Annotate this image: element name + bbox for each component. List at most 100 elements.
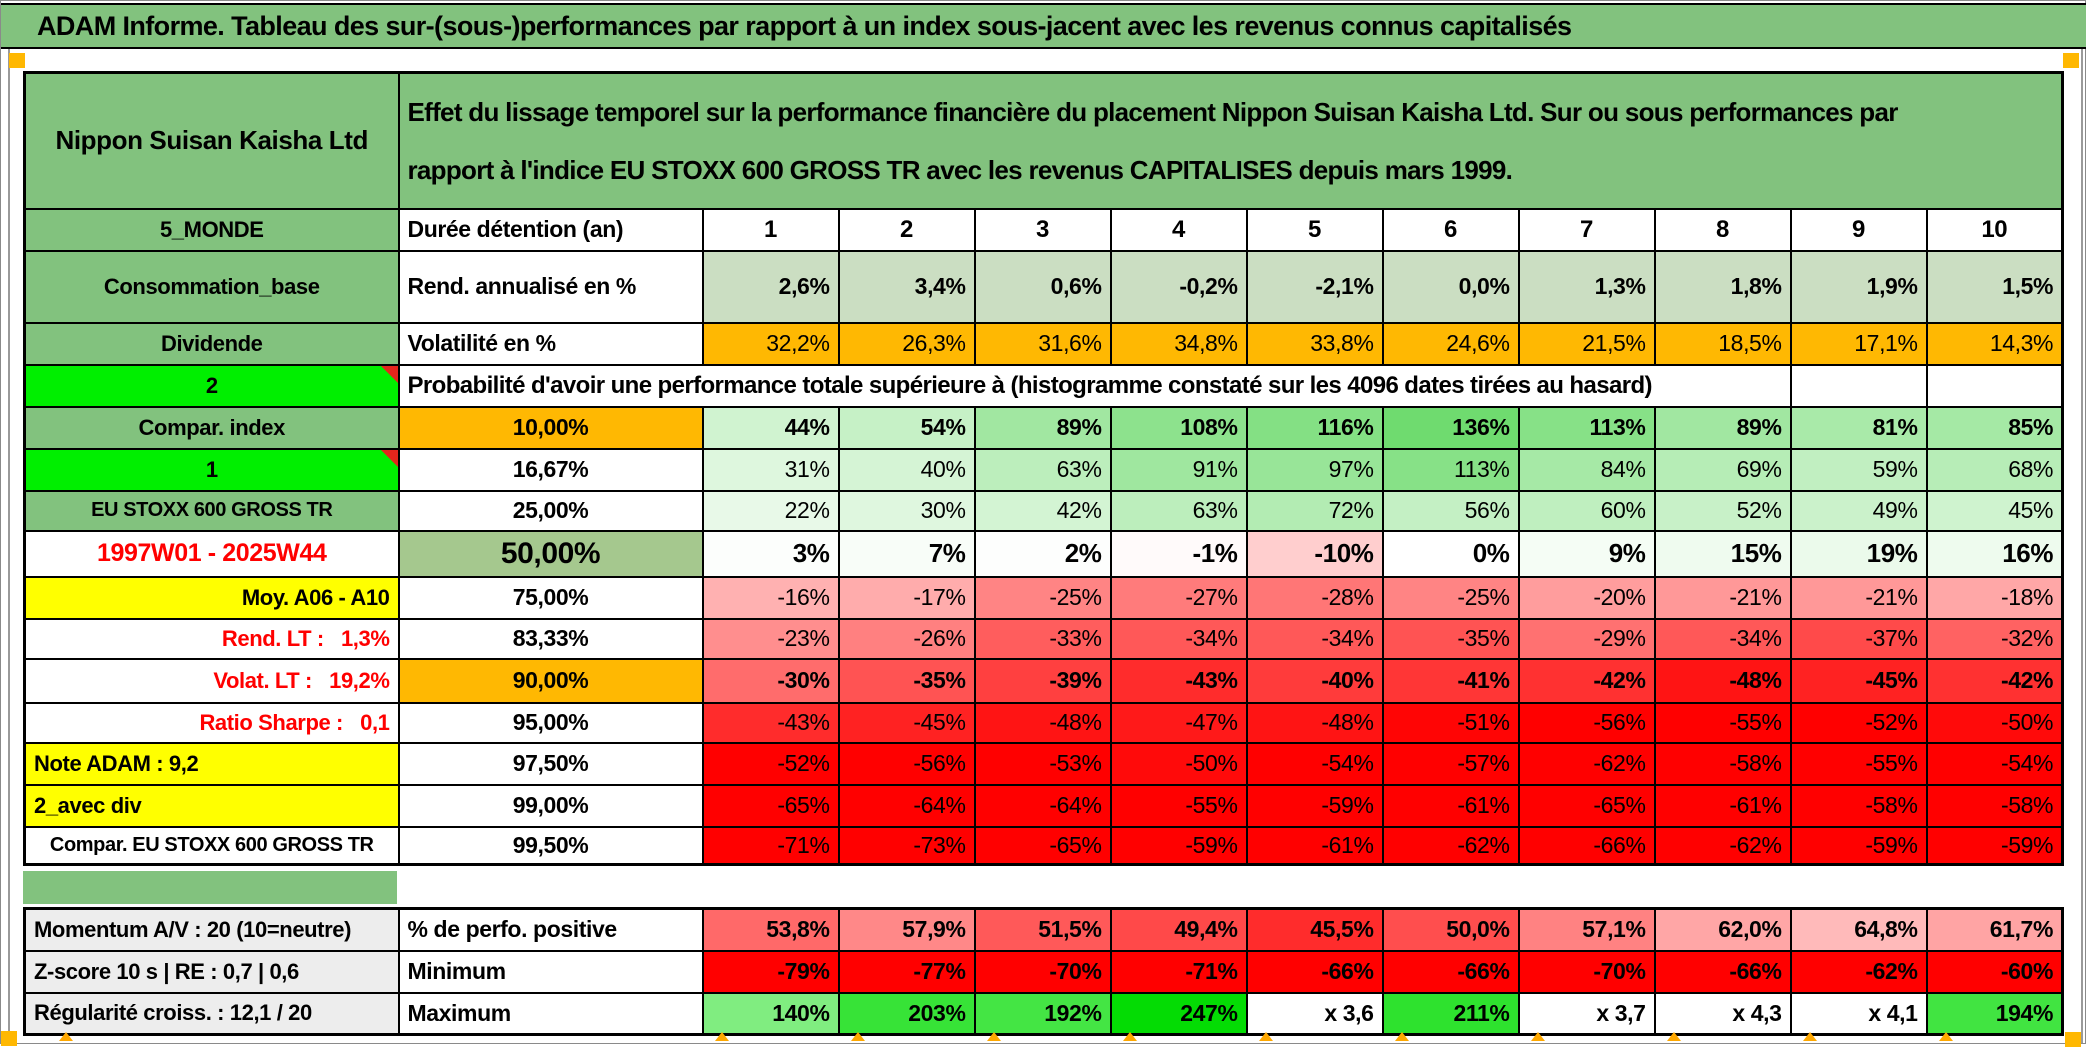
data-cell: -59%	[1789, 825, 1928, 866]
data-cell: 62,0%	[1653, 907, 1792, 952]
data-cell: 108%	[1109, 405, 1248, 450]
row-metric-cell: Durée détention (an)	[397, 207, 704, 252]
row-metric-cell: 99,00%	[397, 783, 704, 828]
data-cell: -64%	[973, 783, 1112, 828]
data-cell: -61%	[1653, 783, 1792, 828]
data-cell: -16%	[701, 575, 840, 620]
orange-caret-icon	[1939, 1032, 1953, 1041]
row-label-cell: Moy. A06 - A10	[23, 575, 400, 620]
data-cell: -58%	[1653, 741, 1792, 786]
row-label-cell: 2	[23, 363, 400, 408]
data-cell: -42%	[1925, 657, 2064, 704]
data-cell: -45%	[1789, 657, 1928, 704]
row-label-cell: 1997W01 - 2025W44	[23, 529, 400, 578]
data-cell: -10%	[1245, 529, 1384, 578]
data-cell: -34%	[1245, 617, 1384, 660]
table-row: Compar. index 10,00% 44% 54% 89% 108% 116% 136%…	[23, 405, 2064, 450]
data-cell: 56%	[1381, 489, 1520, 532]
table-row: Moy. A06 - A10 75,00% -16% -17% -25% -27% -28%…	[23, 575, 2064, 620]
data-cell: 113%	[1517, 405, 1656, 450]
data-cell: -66%	[1653, 949, 1792, 994]
data-cell: -59%	[1245, 783, 1384, 828]
data-cell: -59%	[1925, 825, 2064, 866]
data-cell: 26,3%	[837, 321, 976, 366]
row-metric-cell: 90,00%	[397, 657, 704, 704]
column-header-cell: 7	[1517, 207, 1656, 252]
row-label-cell: EU STOXX 600 GROSS TR	[23, 489, 400, 532]
data-cell: 2,6%	[701, 249, 840, 324]
report-title: ADAM Informe. Tableau des sur-(sous-)per…	[37, 10, 1572, 41]
data-cell: -66%	[1245, 949, 1384, 994]
data-cell: 40%	[837, 447, 976, 492]
data-cell: 0,0%	[1381, 249, 1520, 324]
data-cell: -2,1%	[1245, 249, 1384, 324]
data-cell: 136%	[1381, 405, 1520, 450]
data-cell: 14,3%	[1925, 321, 2064, 366]
data-cell: -54%	[1245, 741, 1384, 786]
data-cell: -58%	[1789, 783, 1928, 828]
orange-caret-icon	[1123, 1032, 1137, 1041]
stats-row: Z-score 10 s | RE : 0,7 | 0,6 Minimum -79%…	[23, 949, 2064, 994]
data-cell: 211%	[1381, 991, 1520, 1036]
data-cell: -43%	[1109, 657, 1248, 704]
data-cell: 2%	[973, 529, 1112, 578]
data-cell: -70%	[1517, 949, 1656, 994]
row-label-cell: Volat. LT : 19,2%	[23, 657, 400, 704]
data-cell: -18%	[1925, 575, 2064, 620]
data-cell: 1,8%	[1653, 249, 1792, 324]
data-cell: -34%	[1109, 617, 1248, 660]
data-cell: -47%	[1109, 701, 1248, 744]
row-label-cell: Compar. EU STOXX 600 GROSS TR	[23, 825, 400, 866]
orange-caret-icon	[1803, 1032, 1817, 1041]
data-cell: -48%	[1653, 657, 1792, 704]
data-cell: 7%	[837, 529, 976, 578]
orange-caret-icon	[715, 1032, 729, 1041]
data-cell: 18,5%	[1653, 321, 1792, 366]
column-header-cell: 8	[1653, 207, 1792, 252]
instrument-name-cell: Nippon Suisan Kaisha Ltd	[23, 71, 400, 210]
data-cell: -61%	[1245, 825, 1384, 866]
stats-row: Momentum A/V : 20 (10=neutre)% de perfo.…	[23, 907, 2064, 952]
data-cell: -21%	[1789, 575, 1928, 620]
data-cell: 81%	[1789, 405, 1928, 450]
row-label-cell: 5_MONDE	[23, 207, 400, 252]
data-cell: 57,9%	[837, 907, 976, 952]
row-metric-cell: Minimum	[397, 949, 704, 994]
data-cell: 24,6%	[1381, 321, 1520, 366]
data-cell: 22%	[701, 489, 840, 532]
row-label-cell: Note ADAM : 9,2	[23, 741, 400, 786]
table-row: Note ADAM : 9,2 97,50% -52% -56% -53% -50% -54…	[23, 741, 2064, 786]
data-cell: -71%	[1109, 949, 1248, 994]
window-right-edge	[2081, 49, 2083, 1043]
data-cell: -57%	[1381, 741, 1520, 786]
data-cell: -65%	[701, 783, 840, 828]
data-cell: 64,8%	[1789, 907, 1928, 952]
orange-caret-icon	[59, 1032, 73, 1041]
description-line-2: rapport à l'indice EU STOXX 600 GROSS TR…	[407, 154, 1513, 185]
data-cell: -51%	[1381, 701, 1520, 744]
data-cell: -58%	[1925, 783, 2064, 828]
data-cell: -65%	[973, 825, 1112, 866]
data-cell: -73%	[837, 825, 976, 866]
column-header-cell: 5	[1245, 207, 1384, 252]
data-cell: -77%	[837, 949, 976, 994]
table-row: Dividende Volatilité en % 32,2% 26,3% 31,6% 3…	[23, 321, 2064, 366]
data-cell: 3%	[701, 529, 840, 578]
data-cell: 49%	[1789, 489, 1928, 532]
table-row: EU STOXX 600 GROSS TR 25,00% 22% 30% 42% 63% 7…	[23, 489, 2064, 532]
row-label-cell: Momentum A/V : 20 (10=neutre)	[23, 907, 400, 952]
row-metric-cell: 50,00%	[397, 529, 704, 578]
row-label-cell: Dividende	[23, 321, 400, 366]
data-cell: -56%	[1517, 701, 1656, 744]
data-cell: 97%	[1245, 447, 1384, 492]
data-cell: x 4,3	[1653, 991, 1792, 1036]
data-cell: -71%	[701, 825, 840, 866]
data-cell: 72%	[1245, 489, 1384, 532]
data-cell: -52%	[701, 741, 840, 786]
row-label-cell: 1	[23, 447, 400, 492]
column-header-cell: 1	[701, 207, 840, 252]
data-cell: -17%	[837, 575, 976, 620]
table-row: 5_MONDE Durée détention (an) 1 2 3 4 5 6 7 8 9 10	[23, 207, 2064, 252]
table-row: Compar. EU STOXX 600 GROSS TR 99,50% -71% -…	[23, 825, 2064, 866]
data-cell: -59%	[1109, 825, 1248, 866]
